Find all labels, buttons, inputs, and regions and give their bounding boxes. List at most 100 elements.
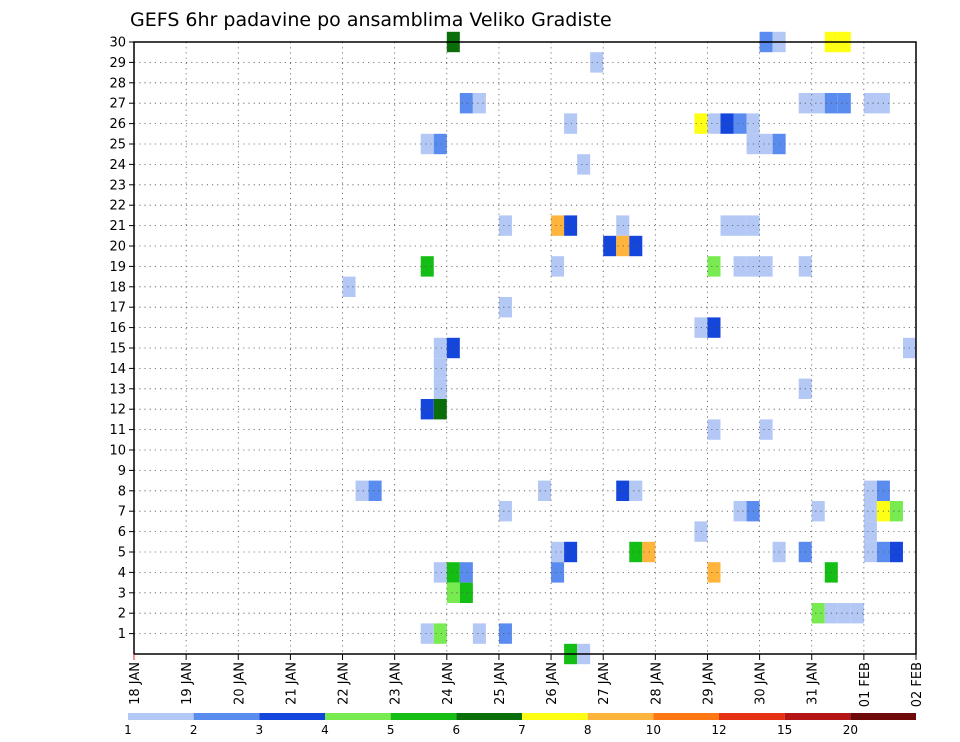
y-tick-label: 17 xyxy=(109,301,126,316)
heat-cell xyxy=(733,113,747,134)
x-tick-label: 30 JAN xyxy=(754,662,769,705)
heat-cell xyxy=(551,215,565,236)
x-tick-label: 20 JAN xyxy=(232,662,247,705)
y-tick-label: 22 xyxy=(109,199,126,214)
heat-cell xyxy=(472,623,486,644)
legend-label: 7 xyxy=(518,723,526,737)
heat-cell xyxy=(811,93,825,114)
heat-cell xyxy=(707,113,721,134)
heat-cell xyxy=(498,623,512,644)
y-tick-label: 5 xyxy=(118,546,126,561)
y-tick-label: 27 xyxy=(109,97,126,112)
heat-cell xyxy=(629,480,643,501)
x-tick-label: 18 JAN xyxy=(128,662,143,705)
legend-swatch xyxy=(719,713,785,720)
legend-label: 3 xyxy=(256,723,264,737)
y-tick-label: 19 xyxy=(109,260,126,275)
y-tick-label: 11 xyxy=(109,423,126,438)
x-tick-label: 28 JAN xyxy=(649,662,664,705)
heat-cell xyxy=(433,623,447,644)
heat-cell xyxy=(863,480,877,501)
heat-cell xyxy=(551,541,565,563)
legend-label: 5 xyxy=(387,723,395,737)
heat-cell xyxy=(707,419,721,440)
y-tick-label: 9 xyxy=(118,464,126,479)
heat-cell xyxy=(616,235,630,257)
y-tick-label: 13 xyxy=(109,382,126,397)
legend-label: 2 xyxy=(190,723,198,737)
heat-cell xyxy=(355,480,369,501)
legend-swatch xyxy=(850,713,916,720)
cells-layer xyxy=(342,31,916,665)
y-tick-label: 4 xyxy=(118,566,126,581)
chart-title: GEFS 6hr padavine po ansamblima Veliko G… xyxy=(130,9,612,31)
y-tick-label: 1 xyxy=(118,627,126,642)
x-tick-label: 31 JAN xyxy=(806,662,821,705)
heat-cell xyxy=(564,541,578,563)
heat-cell xyxy=(863,521,877,542)
heat-cell xyxy=(446,337,460,359)
heat-cell xyxy=(420,623,434,644)
y-tick-label: 8 xyxy=(118,484,126,499)
heat-cell xyxy=(603,235,617,257)
y-tick-label: 30 xyxy=(109,36,126,51)
heat-cell xyxy=(629,235,643,257)
heat-cell xyxy=(707,317,721,338)
heat-cell xyxy=(342,276,356,297)
heat-cell xyxy=(459,562,473,583)
heat-cell xyxy=(420,256,434,277)
heat-cell xyxy=(889,501,903,522)
heat-cell xyxy=(759,133,773,155)
legend-label: 6 xyxy=(453,723,461,737)
y-tick-label: 15 xyxy=(109,342,126,357)
y-tick-label: 2 xyxy=(118,607,126,622)
heat-cell xyxy=(433,358,447,379)
y-tick-label: 18 xyxy=(109,280,126,295)
heat-cell xyxy=(498,501,512,522)
heat-cell xyxy=(459,93,473,114)
heat-cell xyxy=(707,562,721,583)
legend-label: 15 xyxy=(777,723,792,737)
heat-cell xyxy=(707,256,721,277)
legend: 1 2 3 4 5 6 7 8 10 12 15 20 xyxy=(124,713,916,737)
heat-cell xyxy=(863,541,877,563)
heat-cell xyxy=(551,256,565,277)
x-tick-label: 02 FEB xyxy=(910,662,925,707)
heat-cell xyxy=(433,399,447,420)
x-tick-label: 19 JAN xyxy=(180,662,195,705)
y-tick-label: 6 xyxy=(118,525,126,540)
y-tick-label: 10 xyxy=(109,444,126,459)
y-tick-label: 7 xyxy=(118,505,126,520)
heat-cell xyxy=(564,113,578,134)
y-tick-label: 16 xyxy=(109,321,126,336)
heat-cell xyxy=(538,480,552,501)
legend-swatch xyxy=(522,713,588,720)
legend-swatch xyxy=(587,713,654,720)
heat-cell xyxy=(433,378,447,399)
x-tick-label: 23 JAN xyxy=(389,662,404,705)
x-tick-label: 27 JAN xyxy=(597,662,612,705)
heat-cell xyxy=(629,541,643,563)
y-tick-label: 26 xyxy=(109,117,126,132)
heat-cell xyxy=(863,93,877,114)
y-tick-label: 28 xyxy=(109,76,126,91)
heat-cell xyxy=(616,480,630,501)
y-tick-label: 12 xyxy=(109,403,126,418)
x-tick-label: 22 JAN xyxy=(337,662,352,705)
heat-cell xyxy=(811,603,825,624)
legend-swatch xyxy=(325,713,391,720)
legend-swatch xyxy=(784,713,851,720)
heat-cell xyxy=(590,52,604,73)
x-tick-label: 01 FEB xyxy=(858,662,873,707)
x-tick-label: 21 JAN xyxy=(284,662,299,705)
legend-swatch xyxy=(653,713,719,720)
heat-cell xyxy=(459,582,473,603)
heat-cell xyxy=(564,215,578,236)
y-tick-label: 3 xyxy=(118,586,126,601)
heat-cell xyxy=(433,562,447,583)
legend-swatch xyxy=(456,713,522,720)
legend-label: 20 xyxy=(843,723,858,737)
heat-cell xyxy=(577,154,591,175)
heat-cell xyxy=(498,215,512,236)
